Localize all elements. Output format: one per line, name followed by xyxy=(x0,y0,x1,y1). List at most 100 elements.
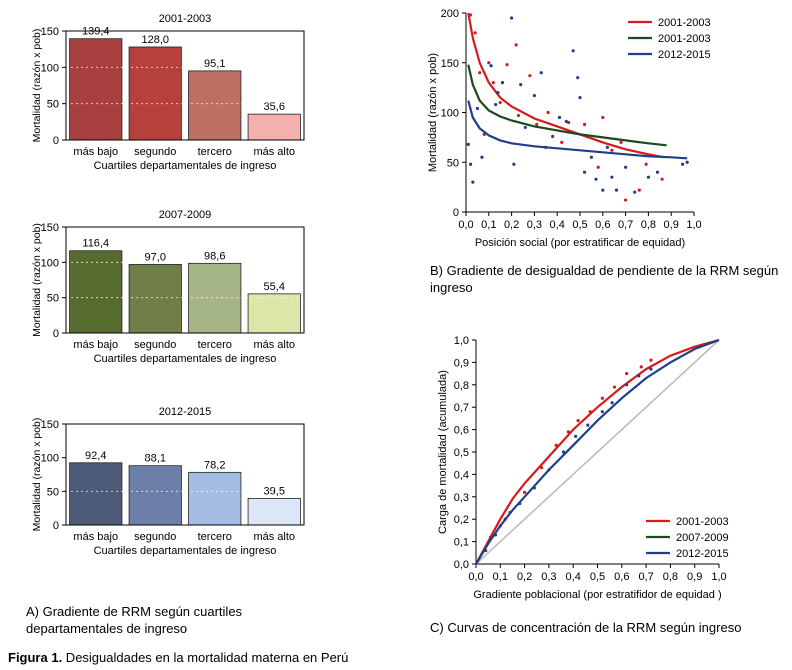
data-point xyxy=(519,83,523,87)
data-point xyxy=(505,63,509,67)
data-point xyxy=(473,31,477,35)
y-tick-label: 200 xyxy=(441,8,459,20)
y-tick-label: 0 xyxy=(53,328,59,340)
y-tick-label: 50 xyxy=(47,99,59,111)
data-point xyxy=(614,188,619,192)
bar xyxy=(188,471,242,526)
series-curve xyxy=(467,64,667,147)
bar xyxy=(128,264,182,334)
x-tick-label: 0,7 xyxy=(618,219,633,231)
x-tick-label: 0,7 xyxy=(638,571,653,583)
bar xyxy=(69,250,123,334)
bar xyxy=(69,462,123,526)
equality-line xyxy=(475,339,720,565)
x-tick-label: 0,6 xyxy=(595,219,610,231)
data-point xyxy=(576,419,580,423)
y-tick-label: 100 xyxy=(41,453,59,465)
data-point xyxy=(510,16,514,20)
legend-label: 2001-2003 xyxy=(658,17,711,29)
x-tick-label: más alto xyxy=(253,531,295,543)
y-tick-label: 150 xyxy=(41,26,59,38)
x-tick-label: segundo xyxy=(134,146,176,158)
y-tick-label: 0,4 xyxy=(454,469,469,481)
x-tick-label: más bajo xyxy=(73,531,118,543)
x-tick-label: 0,9 xyxy=(664,219,679,231)
x-tick-label: más alto xyxy=(253,146,295,158)
data-point xyxy=(649,358,653,362)
data-point xyxy=(574,434,578,438)
x-tick-label: 0,6 xyxy=(614,571,629,583)
x-tick-label: 1,0 xyxy=(686,219,701,231)
data-point xyxy=(601,115,605,120)
bar-value-label: 92,4 xyxy=(85,450,106,462)
y-tick-label: 50 xyxy=(47,486,59,498)
y-tick-label: 150 xyxy=(41,222,59,234)
x-tick-label: 0,1 xyxy=(481,219,496,231)
data-point xyxy=(564,119,568,124)
data-point xyxy=(619,140,623,144)
x-tick-label: 0,3 xyxy=(541,571,556,583)
figure-caption-text: Desigualdades en la mortalidad materna e… xyxy=(62,650,349,665)
caption-a: A) Gradiente de RRM según cuartiles depa… xyxy=(26,604,243,636)
data-point xyxy=(528,74,532,78)
y-tick-label: 100 xyxy=(41,62,59,74)
y-tick-label: 150 xyxy=(441,58,459,70)
x-tick-label: 0,0 xyxy=(458,219,473,231)
x-axis-label: Cuartiles departamentales de ingreso xyxy=(94,353,277,365)
data-point xyxy=(685,160,689,164)
y-tick-label: 0,9 xyxy=(454,357,469,369)
data-point xyxy=(500,81,505,85)
bar xyxy=(188,70,242,141)
x-tick-label: 0,4 xyxy=(566,571,581,583)
data-point xyxy=(480,155,484,159)
data-point xyxy=(516,113,521,118)
data-point xyxy=(512,162,516,166)
figure-canvas: 0 50 100 150 139,4 más bajo 128,0 segundo 95,1 te… xyxy=(31,8,729,601)
y-tick-label: 0 xyxy=(453,207,459,219)
x-tick-label: 0,3 xyxy=(527,219,542,231)
data-point xyxy=(487,61,491,65)
data-point xyxy=(646,175,651,179)
legend-label: 2012-2015 xyxy=(658,49,711,61)
y-tick-label: 50 xyxy=(47,293,59,305)
x-axis-label: Posición social (por estratificar de equ… xyxy=(475,237,685,249)
data-point xyxy=(681,162,685,166)
y-tick-label: 0,7 xyxy=(454,402,469,414)
data-point xyxy=(582,122,587,127)
data-point xyxy=(610,401,614,405)
data-point xyxy=(660,177,664,181)
x-tick-label: 0,8 xyxy=(641,219,656,231)
data-point xyxy=(539,71,543,75)
data-point xyxy=(625,383,629,387)
bar-value-label: 139,4 xyxy=(82,26,110,38)
data-point xyxy=(586,423,590,427)
x-tick-label: segundo xyxy=(134,339,176,351)
y-tick-label: 1,0 xyxy=(454,335,469,347)
data-point xyxy=(601,188,605,192)
data-point xyxy=(535,122,539,127)
caption-b: B) Gradiente de desigualdad de pendiente… xyxy=(430,263,779,295)
y-tick-label: 0,0 xyxy=(454,559,469,571)
legend-label: 2007-2009 xyxy=(676,532,729,544)
data-point xyxy=(523,125,527,130)
bar-value-label: 78,2 xyxy=(204,459,225,471)
data-point xyxy=(578,95,582,100)
bar-value-label: 39,5 xyxy=(264,485,285,497)
data-point xyxy=(644,162,648,166)
data-point xyxy=(600,396,604,400)
x-tick-label: tercero xyxy=(198,339,232,351)
data-point xyxy=(605,145,609,149)
chart-title: 2007-2009 xyxy=(159,209,212,221)
bar xyxy=(128,465,182,526)
y-tick-label: 0,6 xyxy=(454,425,469,437)
data-point xyxy=(637,188,641,192)
data-point xyxy=(637,374,641,378)
y-tick-label: 100 xyxy=(41,257,59,269)
figure-caption: Figura 1. Desigualdades en la mortalidad… xyxy=(8,650,348,665)
x-tick-label: 0,0 xyxy=(468,571,483,583)
data-point xyxy=(496,91,500,95)
bar-value-label: 35,6 xyxy=(264,101,285,113)
x-tick-label: más alto xyxy=(253,339,295,351)
data-point xyxy=(551,134,555,138)
bar-value-label: 55,4 xyxy=(264,281,285,293)
